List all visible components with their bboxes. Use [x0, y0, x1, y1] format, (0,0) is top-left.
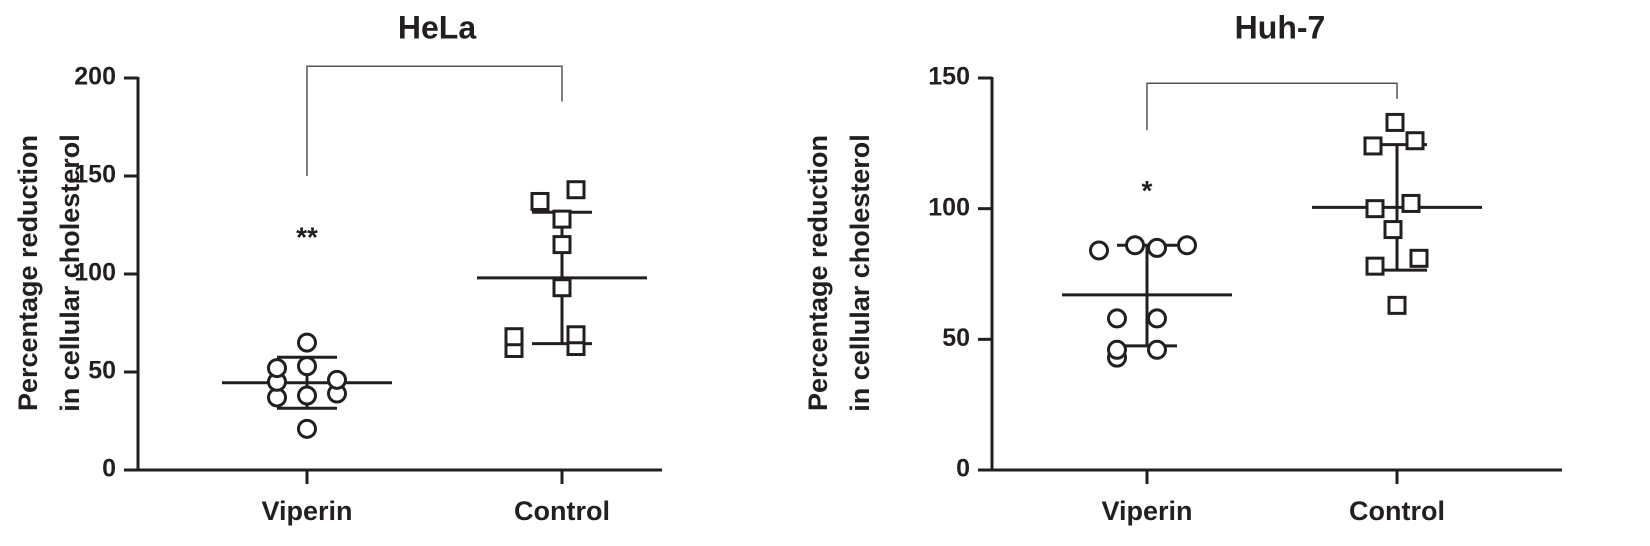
- y-tick-label: 200: [74, 63, 116, 91]
- data-point-square: [1363, 136, 1383, 156]
- data-point-square: [1387, 295, 1407, 315]
- data-point-circle: [297, 332, 317, 353]
- data-point-circle: [1107, 339, 1127, 360]
- y-tick-label: 100: [928, 193, 970, 221]
- y-tick-label: 100: [74, 259, 116, 287]
- data-point-circle: [297, 418, 317, 439]
- data-point-square: [552, 209, 572, 229]
- y-axis-label-line-2: in cellular cholesterol: [845, 134, 875, 412]
- data-point-circle: [1125, 235, 1145, 256]
- data-point-circle: [1147, 339, 1167, 360]
- data-point-square: [552, 235, 572, 255]
- data-point-circle: [1089, 240, 1109, 261]
- chart-title: HeLa: [398, 9, 476, 45]
- data-point-circle: [1177, 235, 1197, 256]
- data-point-circle: [297, 356, 317, 377]
- y-axis-label-line-1: Percentage reduction: [13, 135, 43, 411]
- y-tick-label: 50: [942, 324, 970, 352]
- data-point-circle: [1107, 308, 1127, 329]
- data-point-circle: [1147, 237, 1167, 258]
- huh7-panel: Huh-7 Percentage reduction in cellular cho…: [803, 9, 1562, 526]
- x-category-label-viperin: Viperin: [261, 496, 352, 526]
- data-point-circle: [267, 358, 287, 379]
- data-point-circle: [297, 385, 317, 406]
- y-axis-label-line-1: Percentage reduction: [803, 135, 833, 411]
- data-point-square: [1383, 220, 1403, 240]
- x-category-label-control: Control: [1349, 496, 1445, 526]
- y-tick-label: 0: [102, 455, 116, 483]
- data-point-circle: [327, 369, 347, 390]
- data-point-square: [1365, 256, 1385, 276]
- data-point-square: [566, 180, 586, 200]
- x-category-label-control: Control: [514, 496, 610, 526]
- data-point-square: [1405, 131, 1425, 151]
- data-point-square: [530, 191, 550, 211]
- significance-bracket: [306, 65, 563, 176]
- data-point-circle: [1147, 308, 1167, 329]
- hela-panel: HeLa Percentage reduction in cellular chol…: [13, 9, 662, 526]
- data-point-square: [1409, 248, 1429, 268]
- data-point-square: [1365, 199, 1385, 219]
- y-tick-label: 0: [956, 455, 970, 483]
- data-point-square: [566, 325, 586, 345]
- significance-bracket: [1146, 82, 1398, 131]
- significance-stars: **: [296, 221, 318, 252]
- data-point-square: [1401, 193, 1421, 213]
- y-axis-label-line-2: in cellular cholesterol: [55, 134, 85, 412]
- data-point-square: [504, 327, 524, 347]
- x-category-label-viperin: Viperin: [1101, 496, 1192, 526]
- significance-stars: *: [1142, 175, 1153, 206]
- y-tick-label: 150: [928, 63, 970, 91]
- y-tick-label: 150: [74, 161, 116, 189]
- data-point-square: [1385, 112, 1405, 132]
- data-point-square: [552, 278, 572, 298]
- chart-title: Huh-7: [1235, 9, 1326, 45]
- y-tick-label: 50: [88, 357, 116, 385]
